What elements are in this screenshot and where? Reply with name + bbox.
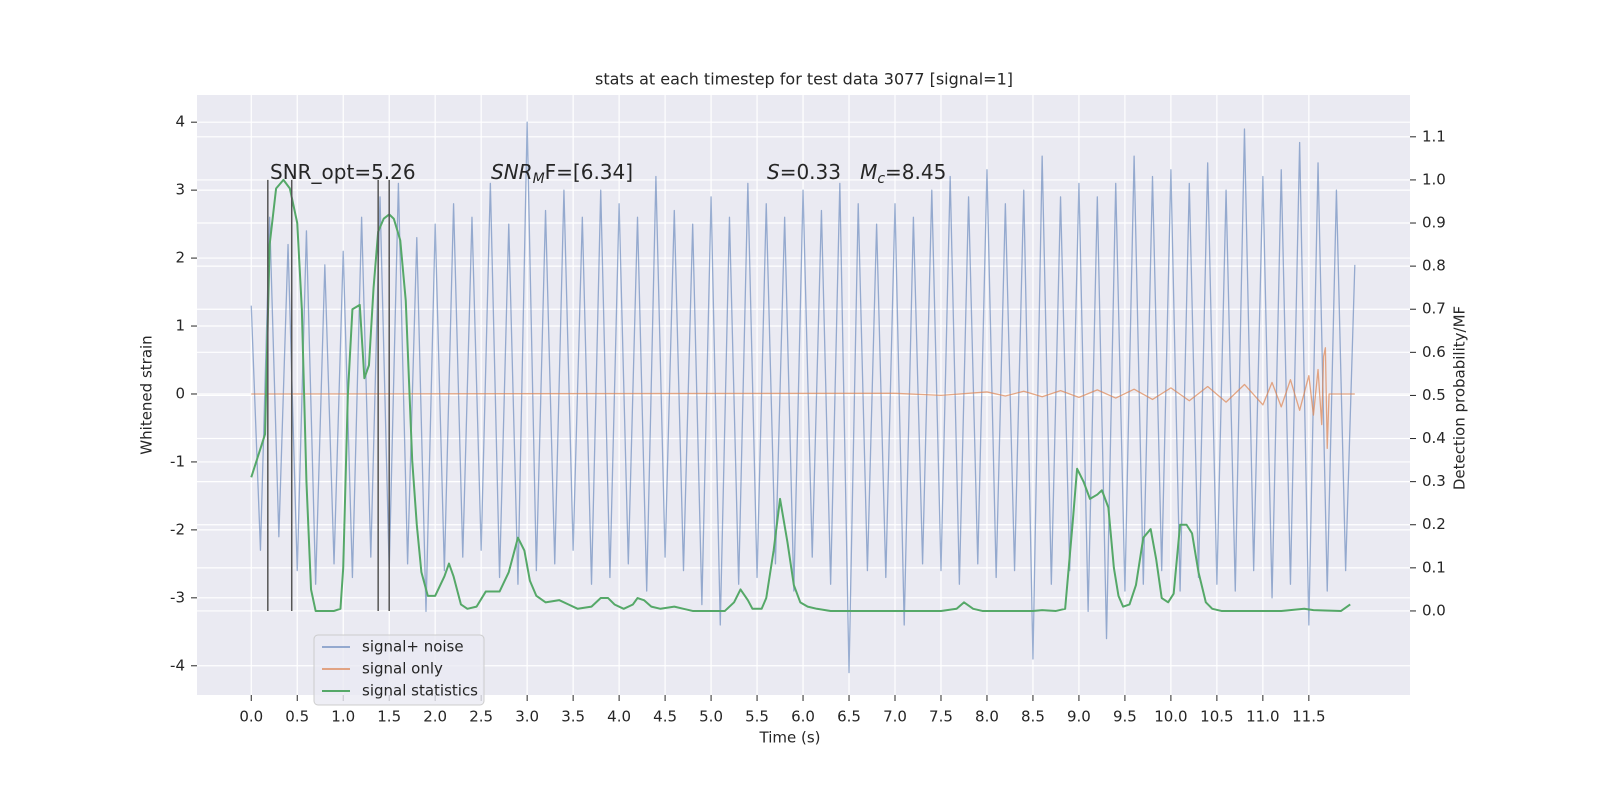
x-tick-label: 7.0	[883, 708, 907, 726]
y-tick-label: 0	[175, 384, 185, 402]
legend-label: signal only	[362, 660, 443, 678]
annotation-part: SNR	[491, 160, 533, 184]
y-tick-label: -2	[170, 520, 185, 538]
y2-tick-label: 0.7	[1422, 300, 1446, 318]
y2-tick-label: 0.0	[1422, 601, 1446, 619]
x-tick-label: 4.5	[653, 708, 677, 726]
x-tick-label: 2.0	[423, 708, 447, 726]
annotation-part: M	[860, 160, 877, 184]
y2-axis-label: Detection probability/MF	[1451, 306, 1469, 490]
y2-tick-label: 1.0	[1422, 170, 1446, 188]
y2-tick-label: 0.3	[1422, 472, 1446, 490]
y2-tick-label: 0.4	[1422, 429, 1446, 447]
annotation-part: =0.33	[780, 160, 860, 184]
x-tick-label: 8.0	[975, 708, 999, 726]
x-tick-label: 5.5	[745, 708, 769, 726]
marks	[250, 121, 1356, 674]
x-tick-label: 4.0	[607, 708, 631, 726]
y-tick-label: 3	[175, 181, 185, 199]
y2-tick-label: 0.8	[1422, 257, 1446, 275]
legend-label: signal+ noise	[362, 638, 464, 656]
x-tick-label: 11.5	[1292, 708, 1325, 726]
x-tick-label: 0.0	[239, 708, 263, 726]
x-tick-label: 6.5	[837, 708, 861, 726]
x-tick-label: 1.0	[331, 708, 355, 726]
annotation-part: S	[767, 160, 780, 184]
series-line	[250, 121, 1356, 674]
x-tick-label: 10.0	[1154, 708, 1187, 726]
chart-title: stats at each timestep for test data 307…	[595, 70, 1013, 89]
x-tick-label: 2.5	[469, 708, 493, 726]
x-axis-label: Time (s)	[759, 729, 821, 747]
annotation: SNR_opt=5.26	[270, 160, 416, 184]
x-tick-label: 5.0	[699, 708, 723, 726]
y-tick-label: -3	[170, 588, 185, 606]
x-tick-label: 7.5	[929, 708, 953, 726]
x-tick-label: 9.0	[1067, 708, 1091, 726]
y-axis-label: Whitened strain	[138, 335, 156, 454]
y2-tick-label: 0.9	[1422, 214, 1446, 232]
y-tick-label: 1	[175, 317, 185, 335]
x-tick-label: 9.5	[1113, 708, 1137, 726]
annotation: SNRMF=[6.34]	[491, 160, 633, 188]
series-line	[250, 178, 1351, 612]
y2-tick-label: 0.5	[1422, 386, 1446, 404]
legend: signal+ noise signal only signal statistic…	[313, 634, 485, 706]
y-tick-label: 4	[175, 113, 185, 131]
annotation-part: =8.45	[885, 160, 946, 184]
x-tick-label: 8.5	[1021, 708, 1045, 726]
x-tick-label: 10.5	[1200, 708, 1233, 726]
x-tick-label: 6.0	[791, 708, 815, 726]
x-tick-label: 11.0	[1246, 708, 1279, 726]
y-tick-label: -1	[170, 452, 185, 470]
x-tick-label: 1.5	[377, 708, 401, 726]
y2-tick-label: 1.1	[1422, 127, 1446, 145]
series-line	[251, 347, 1355, 449]
annotation-part: M	[533, 171, 545, 187]
y2-tick-label: 0.6	[1422, 343, 1446, 361]
axes: 0.0 0.5 1.0 1.5 2.0 2.5 3.0 3.5 4.0 4.5 5.0 5.5 6.0 6…	[170, 113, 1446, 726]
y-tick-label: 2	[175, 249, 185, 267]
x-tick-label: 0.5	[285, 708, 309, 726]
annotation: S=0.33 Mc=8.45	[767, 160, 946, 188]
annotation-part: c	[877, 171, 885, 187]
x-tick-label: 3.5	[561, 708, 585, 726]
annotation-part: SNR_opt=5.26	[270, 160, 416, 184]
y2-tick-label: 0.2	[1422, 515, 1446, 533]
legend-label: signal statistics	[362, 682, 478, 700]
annotation-part: F=[6.34]	[545, 160, 633, 184]
y-tick-label: -4	[170, 656, 185, 674]
y2-tick-label: 0.1	[1422, 558, 1446, 576]
legend-box	[313, 634, 485, 706]
x-tick-label: 3.0	[515, 708, 539, 726]
